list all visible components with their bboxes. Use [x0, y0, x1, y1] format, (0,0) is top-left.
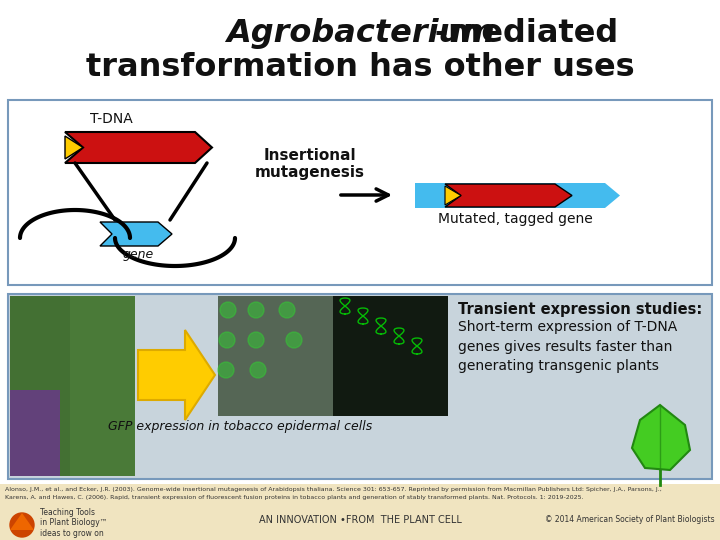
Circle shape	[277, 332, 293, 348]
Circle shape	[10, 513, 34, 537]
Text: Agrobacterium: Agrobacterium	[225, 18, 495, 49]
Polygon shape	[138, 330, 215, 420]
Text: -mediated: -mediated	[102, 18, 618, 49]
FancyBboxPatch shape	[0, 484, 720, 540]
Circle shape	[221, 302, 237, 318]
FancyBboxPatch shape	[10, 296, 70, 476]
FancyBboxPatch shape	[218, 296, 333, 416]
Text: T-DNA: T-DNA	[90, 112, 132, 126]
Text: Mutated, tagged gene: Mutated, tagged gene	[438, 212, 593, 226]
Text: Short-term expression of T-DNA
genes gives results faster than
generating transg: Short-term expression of T-DNA genes giv…	[458, 320, 678, 373]
Polygon shape	[445, 184, 572, 207]
Polygon shape	[605, 183, 620, 208]
Text: Karens, A. and Hawes, C. (2006). Rapid, transient expression of fluorescent fusi: Karens, A. and Hawes, C. (2006). Rapid, …	[5, 495, 583, 500]
Polygon shape	[10, 513, 34, 530]
Text: transformation has other uses: transformation has other uses	[86, 52, 634, 83]
Circle shape	[217, 332, 233, 348]
Polygon shape	[100, 222, 172, 246]
Text: gene: gene	[122, 248, 153, 261]
Circle shape	[249, 362, 265, 378]
Circle shape	[223, 362, 239, 378]
Circle shape	[278, 302, 294, 318]
Text: AN INNOVATION •FROM  THE PLANT CELL: AN INNOVATION •FROM THE PLANT CELL	[258, 515, 462, 525]
Polygon shape	[65, 132, 212, 163]
Text: Transient expression studies:: Transient expression studies:	[458, 302, 702, 317]
Polygon shape	[445, 186, 461, 205]
FancyBboxPatch shape	[333, 296, 448, 416]
FancyBboxPatch shape	[10, 390, 60, 476]
Polygon shape	[632, 405, 690, 470]
FancyBboxPatch shape	[8, 294, 712, 479]
Text: GFP expression in tobacco epidermal cells: GFP expression in tobacco epidermal cell…	[108, 420, 372, 433]
Circle shape	[253, 332, 269, 348]
FancyBboxPatch shape	[8, 100, 712, 285]
Text: Alonso, J.M., et al., and Ecker, J.R. (2003). Genome-wide insertional mutagenesi: Alonso, J.M., et al., and Ecker, J.R. (2…	[5, 487, 662, 492]
FancyBboxPatch shape	[10, 296, 135, 476]
Text: Teaching Tools
in Plant Biology™
ideas to grow on: Teaching Tools in Plant Biology™ ideas t…	[40, 508, 107, 538]
FancyBboxPatch shape	[415, 183, 605, 208]
Circle shape	[251, 302, 267, 318]
Text: © 2014 American Society of Plant Biologists: © 2014 American Society of Plant Biologi…	[545, 516, 715, 524]
Polygon shape	[65, 136, 83, 159]
Text: Insertional
mutagenesis: Insertional mutagenesis	[255, 148, 365, 180]
